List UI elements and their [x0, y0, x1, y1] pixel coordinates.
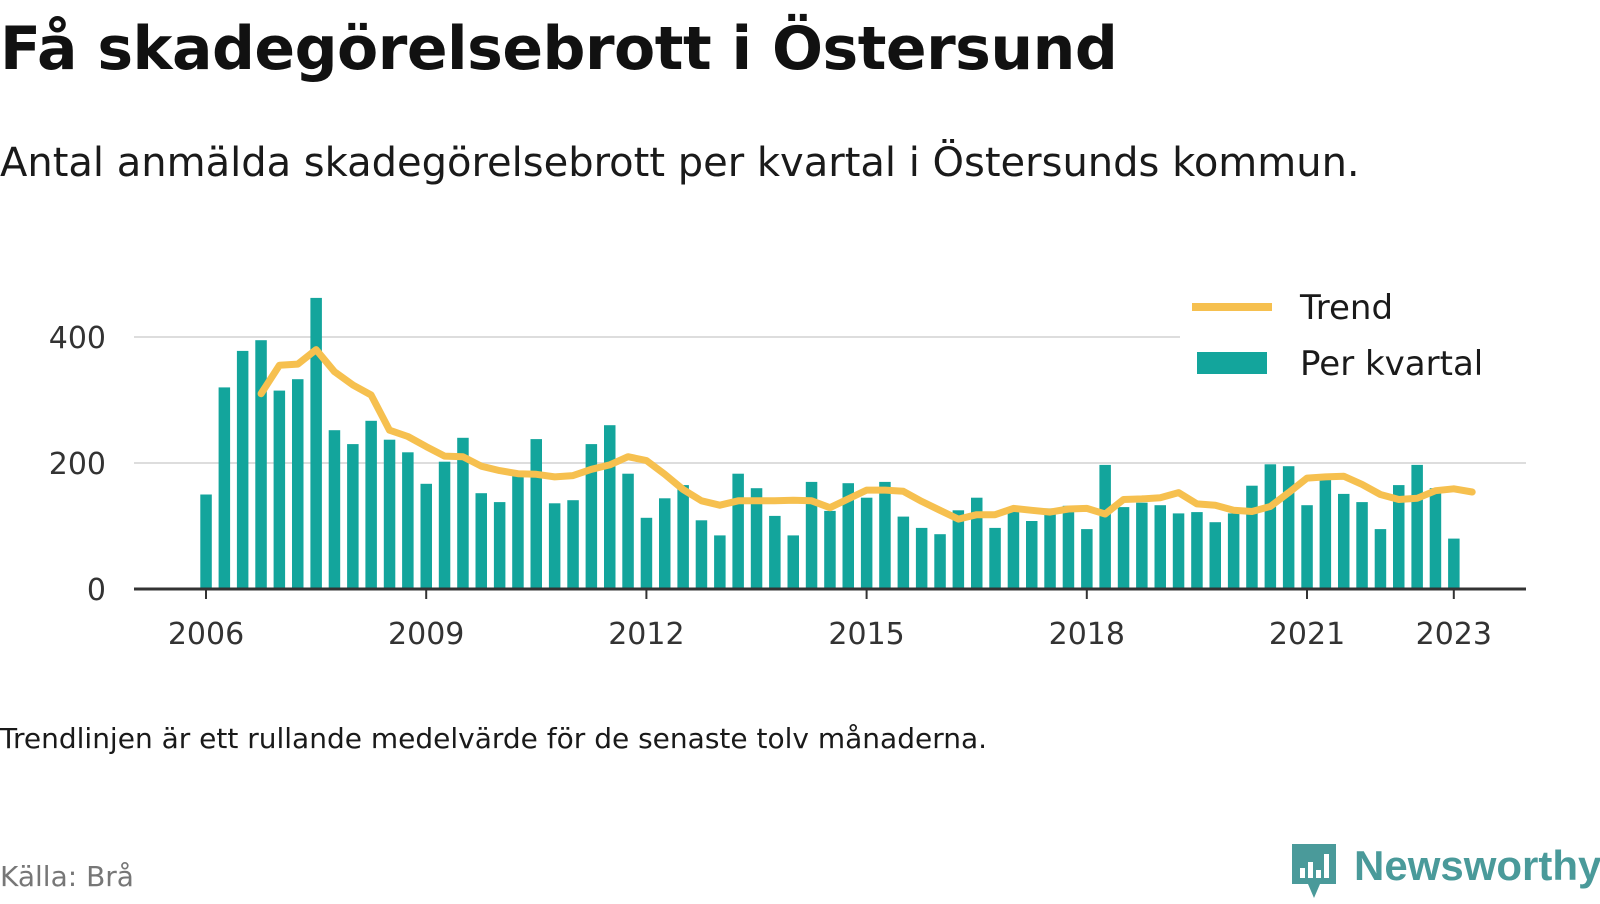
bar: [714, 535, 726, 589]
y-tick-label: 0: [87, 573, 106, 608]
bar: [989, 527, 1001, 589]
bar: [1429, 488, 1442, 589]
bar: [659, 498, 671, 589]
bar: [383, 439, 396, 589]
bar: [1099, 464, 1111, 589]
bar: [1301, 505, 1313, 589]
bar: [640, 517, 653, 589]
bar: [934, 534, 946, 589]
bar: [1282, 466, 1295, 589]
bar: [1044, 508, 1056, 589]
bar: [879, 481, 891, 589]
bar: [1356, 502, 1368, 589]
bar: [842, 483, 854, 589]
bar: [1209, 522, 1221, 589]
bar: [622, 473, 634, 589]
bar: [1117, 507, 1130, 589]
legend: Trend Per kvartal: [1180, 278, 1528, 390]
bar: [310, 297, 322, 589]
bar: [218, 387, 231, 589]
bar: [750, 488, 763, 589]
chart-title: Få skadegörelsebrott i Östersund: [0, 14, 1118, 84]
brand-logo: Newsworthy: [1290, 842, 1600, 902]
legend-bar-swatch: [1197, 352, 1267, 374]
bar: [512, 475, 524, 589]
bar: [1081, 529, 1093, 589]
bar: [769, 515, 781, 589]
x-tick-label: 2023: [1416, 617, 1492, 652]
chart: 0 200 400 2006 2009 2012 2015 2018 2021 2023 Tren…: [49, 278, 1528, 652]
x-tick-label: 2018: [1049, 617, 1125, 652]
bar: [915, 527, 928, 589]
bar: [1136, 502, 1148, 589]
bar: [328, 430, 341, 589]
bar: [255, 340, 267, 589]
bar: [695, 520, 708, 589]
brand-name: Newsworthy: [1354, 842, 1600, 889]
y-tick-label: 400: [49, 321, 106, 356]
bar: [292, 379, 304, 589]
bar: [1338, 493, 1350, 589]
source-credit: Källa: Brå: [0, 860, 134, 893]
bar: [1172, 513, 1185, 589]
axis-layer: 0 200 400 2006 2009 2012 2015 2018 2021 2023: [49, 321, 1526, 652]
bar: [402, 452, 414, 589]
bar: [971, 497, 983, 589]
bar: [1007, 510, 1020, 590]
chart-note: Trendlinjen är ett rullande medelvärde f…: [0, 722, 988, 755]
bar: [567, 500, 579, 589]
legend-trend-label: Trend: [1299, 288, 1393, 328]
x-tick-label: 2021: [1269, 617, 1345, 652]
bar: [420, 483, 432, 589]
bar: [1374, 529, 1387, 589]
trend-layer: [257, 346, 1476, 523]
bar: [457, 437, 469, 589]
bar: [824, 510, 836, 589]
bar: [530, 439, 542, 589]
bar: [1264, 464, 1277, 589]
bar: [493, 502, 506, 589]
bar: [805, 481, 818, 589]
newsworthy-chart-pin-icon: [1290, 842, 1338, 904]
legend-bars-label: Per kvartal: [1300, 344, 1483, 384]
chart-subtitle: Antal anmälda skadegörelsebrott per kvar…: [0, 140, 1360, 186]
bar: [1154, 505, 1166, 589]
trend-line: [257, 346, 1476, 523]
bar: [1393, 485, 1405, 590]
bar: [1191, 512, 1203, 589]
bar: [585, 444, 598, 589]
bar: [475, 493, 487, 589]
bar: [1448, 538, 1460, 589]
y-tick-label: 200: [49, 447, 106, 482]
bar: [347, 444, 359, 589]
bar: [1319, 478, 1332, 590]
bar: [604, 425, 616, 589]
bar: [548, 503, 561, 589]
bar: [365, 420, 377, 589]
bar: [952, 510, 965, 590]
bar: [200, 494, 212, 589]
x-tick-label: 2015: [828, 617, 904, 652]
bar: [677, 485, 689, 590]
bar: [1411, 464, 1423, 589]
bar: [273, 390, 286, 589]
bar-layer: [200, 297, 1460, 590]
bar: [1026, 521, 1038, 589]
bar: [897, 516, 910, 590]
bar: [438, 461, 451, 589]
bar: [1062, 505, 1075, 589]
bar: [236, 350, 249, 589]
bar: [1227, 513, 1240, 589]
x-tick-label: 2012: [608, 617, 684, 652]
bar: [787, 535, 799, 589]
bar: [1246, 485, 1258, 589]
x-tick-label: 2009: [388, 617, 464, 652]
bar: [732, 473, 744, 589]
bar: [860, 497, 873, 589]
x-tick-label: 2006: [168, 617, 244, 652]
